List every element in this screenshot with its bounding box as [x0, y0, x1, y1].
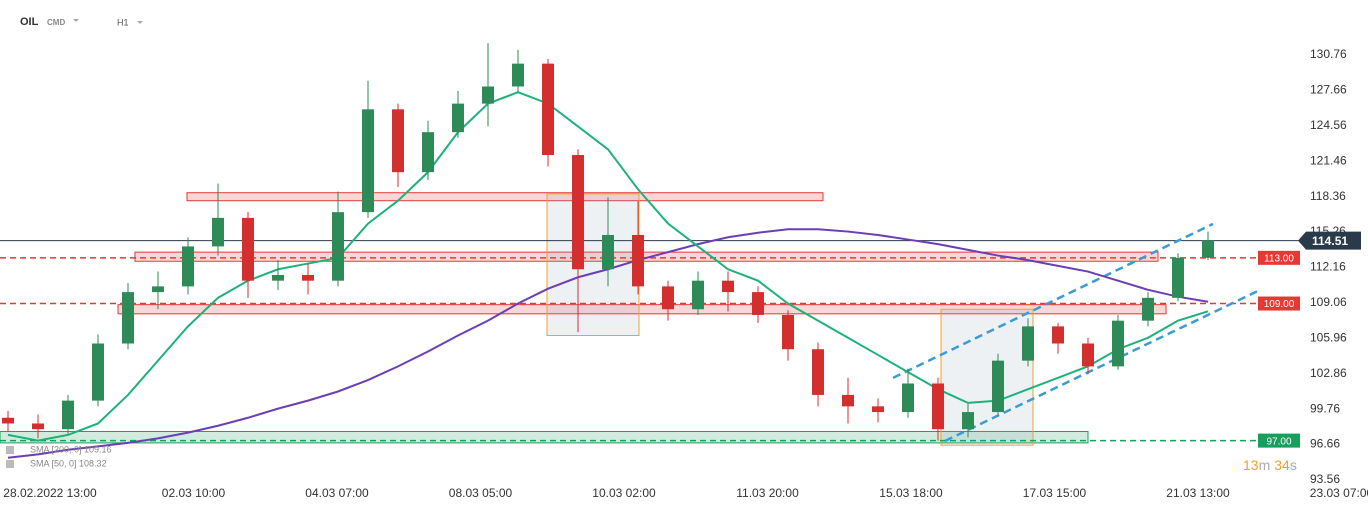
candle-body: [752, 292, 764, 315]
y-tick-label: 96.66: [1310, 437, 1340, 451]
y-tick-label: 130.76: [1310, 47, 1347, 61]
candle-body: [782, 314, 794, 350]
trend-line: [944, 288, 1261, 443]
current-price-label: 114.51: [1312, 234, 1348, 248]
countdown-part: 34: [1274, 457, 1290, 473]
candle-body: [572, 155, 584, 270]
candle-body: [452, 103, 464, 133]
candle-body: [1142, 297, 1154, 321]
market: CMD: [47, 18, 65, 27]
legend-entry: SMA [200, 0] 109.16: [30, 444, 112, 454]
dropdown-icon[interactable]: [73, 19, 79, 22]
x-tick-label: 08.03 05:00: [449, 486, 513, 500]
candle-body: [722, 280, 734, 293]
candle-body: [632, 234, 644, 287]
candle-body: [62, 400, 74, 430]
candle-body: [872, 406, 884, 413]
y-tick-label: 102.86: [1310, 366, 1347, 380]
candle-body: [302, 274, 314, 281]
candle-body: [1172, 257, 1184, 298]
zone: [186, 192, 824, 202]
x-tick-label: 10.03 02:00: [592, 486, 656, 500]
x-tick-label: 11.03 20:00: [736, 486, 799, 500]
candle-body: [152, 286, 164, 293]
y-tick-label: 112.16: [1310, 260, 1346, 274]
y-tick-label: 118.36: [1310, 189, 1346, 203]
trend-line: [892, 222, 1214, 380]
candle-body: [32, 423, 44, 430]
candle-body: [182, 246, 194, 287]
candle-body: [842, 394, 854, 407]
level-label-box: [1258, 250, 1300, 265]
candle-body: [332, 212, 344, 281]
y-tick-label: 121.46: [1310, 153, 1347, 167]
highlight-box: [940, 308, 1034, 446]
candle-body: [1052, 326, 1064, 344]
zone: [0, 430, 1089, 444]
countdown-part: 13: [1243, 457, 1259, 473]
level-label: 113.00: [1264, 253, 1294, 264]
y-tick-label: 124.56: [1310, 118, 1347, 132]
zone: [117, 304, 1167, 315]
candle-body: [932, 383, 944, 430]
candle-body: [2, 417, 14, 424]
x-tick-label: 23.03 07:00: [1310, 486, 1368, 500]
candle-body: [662, 286, 674, 310]
y-tick-label: 109.06: [1310, 295, 1347, 309]
candle-body: [542, 63, 554, 156]
x-tick-label: 04.03 07:00: [305, 486, 369, 500]
x-tick-label: 17.03 15:00: [1023, 486, 1087, 500]
candle-body: [362, 109, 374, 213]
dropdown-icon[interactable]: [137, 21, 143, 24]
candle-body: [242, 217, 254, 281]
candle-body: [1112, 320, 1124, 367]
candle-body: [92, 343, 104, 401]
countdown-part: s: [1290, 457, 1297, 473]
y-tick-label: 105.96: [1310, 330, 1347, 344]
sma-line: [7, 91, 1209, 442]
legend-entry: SMA [50, 0] 108.32: [30, 458, 107, 468]
symbol[interactable]: OIL: [20, 16, 39, 28]
legend-icon: [6, 460, 14, 468]
interval[interactable]: H1: [117, 17, 129, 27]
x-tick-label: 02.03 10:00: [162, 486, 226, 500]
candle-body: [272, 274, 284, 281]
x-tick-label: 15.03 18:00: [879, 486, 943, 500]
level-label-box: [1258, 433, 1300, 448]
zone: [134, 251, 1159, 262]
candle-body: [1082, 343, 1094, 367]
y-tick-label: 99.76: [1310, 401, 1340, 415]
candle-body: [692, 280, 704, 310]
level-label-box: [1258, 296, 1300, 311]
candle-body: [482, 86, 494, 104]
candle-body: [1022, 326, 1034, 361]
current-price-box: [1298, 231, 1361, 250]
level-label: 97.00: [1266, 436, 1291, 447]
candle-body: [902, 383, 914, 413]
candle-body: [992, 360, 1004, 413]
candle-body: [962, 412, 974, 430]
candle-body: [602, 234, 614, 270]
candle-body: [122, 292, 134, 344]
candle-body: [212, 217, 224, 247]
y-tick-label: 93.56: [1310, 472, 1340, 486]
y-tick-label: 127.66: [1310, 83, 1347, 97]
countdown-part: m: [1259, 457, 1271, 473]
countdown: 13m 34s: [1243, 457, 1297, 473]
candle-body: [422, 132, 434, 173]
candle-body: [1202, 240, 1214, 258]
level-label: 109.00: [1264, 299, 1295, 310]
candle-body: [812, 349, 824, 395]
candle-body: [392, 109, 404, 173]
candle-body: [512, 63, 524, 87]
legend-icon: [6, 446, 14, 454]
x-tick-label: 28.02.2022 13:00: [3, 486, 97, 500]
x-tick-label: 21.03 13:00: [1166, 486, 1230, 500]
